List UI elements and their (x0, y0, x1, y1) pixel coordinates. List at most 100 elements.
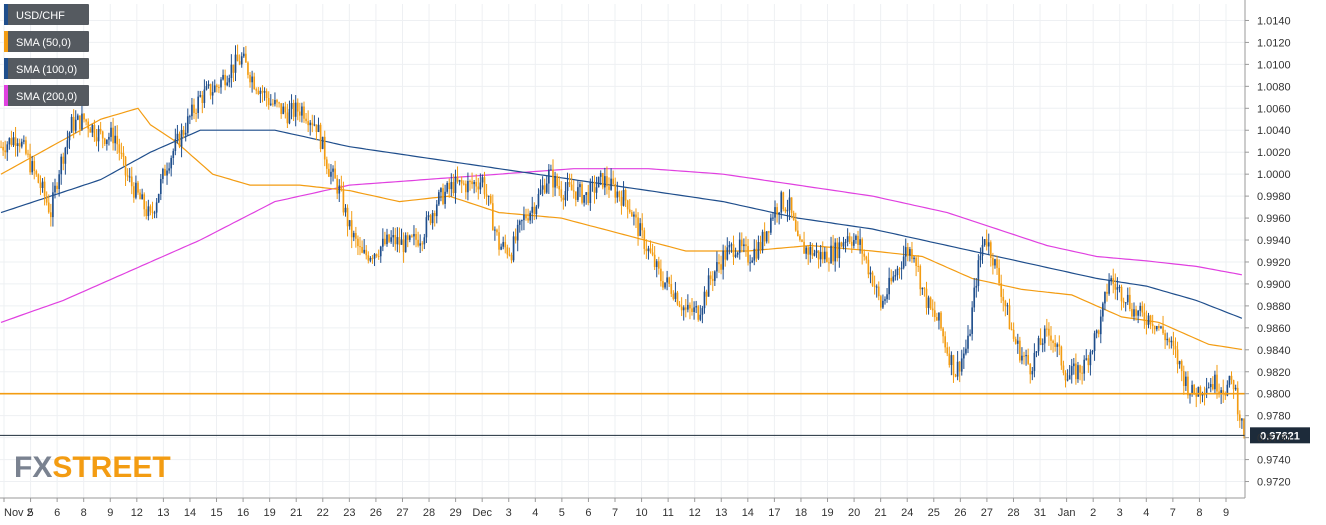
candle (174, 128, 177, 156)
candle (915, 256, 917, 277)
candle (2, 142, 4, 156)
candle-body (577, 187, 579, 200)
candle (116, 125, 119, 154)
candle (902, 245, 905, 270)
candle-body (626, 200, 629, 210)
candle (473, 179, 475, 194)
candle-body (6, 144, 9, 153)
candle (394, 227, 397, 251)
candle-body (1209, 384, 1212, 388)
legend-item[interactable]: USD/CHF (4, 4, 89, 25)
candle-body (43, 181, 46, 197)
candle-body (952, 355, 955, 375)
candle-body (1199, 387, 1202, 396)
legend-item-box[interactable] (4, 4, 89, 25)
candle-body (423, 237, 426, 245)
candle (699, 305, 702, 322)
legend-item-box[interactable] (4, 85, 89, 106)
candle-body (126, 175, 129, 177)
candle-body (479, 182, 482, 190)
candle-body (269, 103, 272, 105)
x-tick-label: 23 (343, 507, 355, 519)
candle (1072, 357, 1075, 375)
legend-item-box[interactable] (4, 31, 89, 52)
candle (701, 305, 704, 324)
legend-item-box[interactable] (4, 58, 89, 79)
candle (813, 249, 816, 257)
candle-body (653, 254, 656, 268)
candle (537, 188, 540, 209)
candle (433, 210, 436, 227)
candle-body (431, 213, 434, 224)
candle (234, 45, 237, 82)
candle-body (892, 276, 895, 282)
candle-body (975, 285, 978, 288)
candle-body (151, 211, 154, 213)
candle-body (649, 248, 652, 253)
candle-body (27, 153, 29, 155)
candle (1203, 386, 1206, 406)
candle (50, 203, 52, 227)
candle (865, 255, 868, 264)
candle-body (998, 267, 1000, 284)
candle-body (137, 182, 139, 193)
candle-body (740, 239, 743, 247)
x-tick-label: 10 (635, 507, 647, 519)
candle-body (469, 181, 471, 183)
candle-body (454, 176, 457, 194)
candle-body (50, 212, 52, 218)
candle (1124, 302, 1127, 312)
candle-body (877, 286, 880, 297)
candle-body (850, 241, 853, 246)
candle (1085, 349, 1088, 361)
candle-body (242, 53, 245, 57)
candle-body (859, 239, 861, 245)
candle-body (904, 247, 907, 257)
candle (1016, 333, 1019, 354)
candle-body (1189, 394, 1191, 396)
legend[interactable]: USD/CHF SMA (50,0) SMA (100,0) SMA (200,0) (4, 4, 89, 106)
legend-item[interactable]: SMA (50,0) (4, 31, 89, 52)
candle-body (599, 173, 602, 177)
candle-body (460, 180, 463, 184)
horizontal-levels: 0.97621 (0, 392, 1310, 444)
candle (429, 213, 432, 226)
candle (386, 228, 388, 247)
candle (52, 182, 54, 227)
candle-body (610, 178, 612, 190)
candle-body (622, 189, 625, 206)
candle-body (139, 192, 141, 200)
candle (568, 173, 571, 188)
candle-body (276, 100, 278, 103)
candle (606, 166, 608, 195)
candle (325, 156, 328, 175)
candle-body (68, 132, 71, 141)
candle (987, 233, 990, 255)
candle (1004, 299, 1007, 317)
x-tick-label: 9 (107, 507, 113, 519)
candle (79, 115, 81, 136)
candle (159, 173, 162, 201)
candle-body (238, 61, 241, 65)
candle (95, 128, 98, 147)
candle-body (983, 239, 986, 245)
candle-body (446, 182, 448, 192)
candle (651, 243, 654, 257)
candle (1182, 365, 1185, 395)
legend-item[interactable]: SMA (200,0) (4, 85, 89, 106)
candle (220, 77, 222, 94)
candle (20, 138, 23, 149)
candle-body (836, 242, 839, 259)
candle (666, 270, 668, 291)
candle-body (624, 189, 627, 201)
x-tick-label: 26 (954, 507, 966, 519)
candle-body (180, 129, 183, 147)
legend-item[interactable]: SMA (100,0) (4, 58, 89, 79)
candle-body (118, 144, 121, 153)
candle (1129, 287, 1131, 312)
candle (479, 173, 482, 195)
candle-body (319, 124, 322, 149)
candle-body (216, 85, 218, 88)
candle (525, 208, 527, 221)
